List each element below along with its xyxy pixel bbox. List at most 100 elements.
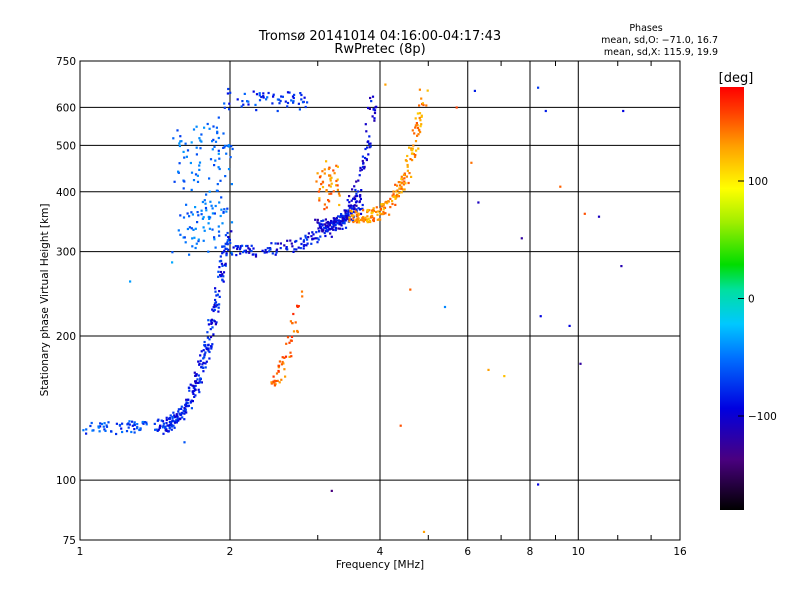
echo-point xyxy=(352,220,355,224)
echo-point xyxy=(191,213,194,216)
echo-point xyxy=(242,251,245,254)
echo-point xyxy=(319,223,323,226)
echo-point xyxy=(276,242,279,245)
echo-point xyxy=(328,200,331,203)
echo-point xyxy=(168,426,171,429)
echo-point xyxy=(131,420,134,423)
echo-point xyxy=(218,234,221,237)
echo-point xyxy=(235,254,238,257)
echo-point xyxy=(276,109,279,113)
echo-point xyxy=(320,220,323,223)
echo-point xyxy=(359,195,362,198)
echo-point xyxy=(274,380,277,383)
echo-point xyxy=(323,203,326,206)
echo-point xyxy=(197,214,200,217)
echo-point xyxy=(281,356,284,359)
echo-point xyxy=(355,213,358,217)
echo-point xyxy=(168,424,171,427)
echo-point xyxy=(317,190,320,193)
echo-point xyxy=(201,363,204,366)
echo-point xyxy=(327,220,330,224)
echo-point xyxy=(222,146,225,149)
echo-point xyxy=(173,180,176,183)
echo-point xyxy=(202,349,205,352)
echo-point xyxy=(223,102,226,105)
echo-point xyxy=(378,218,381,221)
echo-point xyxy=(217,275,220,278)
echo-point xyxy=(214,287,217,290)
echo-point xyxy=(396,184,399,187)
grid-layer xyxy=(80,61,680,540)
echo-point xyxy=(397,181,400,184)
echo-point xyxy=(188,253,191,256)
echo-point xyxy=(227,144,231,147)
echo-point xyxy=(400,177,403,181)
echo-point xyxy=(180,407,183,410)
echo-point xyxy=(211,228,214,231)
echo-point xyxy=(213,238,216,241)
echo-point xyxy=(207,250,210,253)
echo-point xyxy=(419,125,422,128)
echo-point xyxy=(129,280,132,283)
echo-point xyxy=(323,208,326,211)
echo-point xyxy=(354,188,357,192)
echo-point xyxy=(267,250,271,253)
echo-point xyxy=(356,215,359,218)
echo-point xyxy=(292,101,295,104)
echo-point xyxy=(328,224,331,227)
echo-point xyxy=(297,246,300,249)
echo-point xyxy=(305,244,308,247)
echo-point xyxy=(288,341,291,344)
echo-point xyxy=(348,206,351,209)
echo-point xyxy=(208,350,211,354)
echo-point xyxy=(281,360,284,364)
echo-point xyxy=(99,425,102,428)
echo-point xyxy=(326,224,329,227)
echo-point xyxy=(258,94,261,97)
echo-point xyxy=(120,427,123,430)
echo-point xyxy=(185,401,188,404)
echo-point xyxy=(221,245,224,248)
echo-point xyxy=(252,90,255,93)
echo-point xyxy=(229,156,232,159)
echo-point xyxy=(416,126,419,129)
echo-point xyxy=(217,310,220,313)
echo-point xyxy=(255,93,259,96)
echo-point xyxy=(197,238,200,241)
echo-point xyxy=(207,319,210,322)
echo-point xyxy=(139,427,142,430)
echo-point xyxy=(183,418,186,421)
echo-point xyxy=(401,181,404,184)
echo-point xyxy=(364,147,367,151)
echo-point xyxy=(329,179,332,182)
echo-point xyxy=(178,412,181,415)
echo-point xyxy=(367,217,370,220)
echo-point xyxy=(158,426,161,429)
echo-point xyxy=(203,126,206,129)
echo-point xyxy=(200,140,203,143)
echo-point xyxy=(195,146,198,149)
echo-point xyxy=(223,106,226,109)
echo-point xyxy=(406,165,409,168)
echo-point xyxy=(329,227,332,231)
echo-point xyxy=(400,187,403,190)
echo-point xyxy=(212,125,215,128)
echo-point xyxy=(372,217,375,220)
echo-point xyxy=(323,168,326,171)
echo-point xyxy=(358,200,361,203)
echo-point xyxy=(255,109,258,112)
echo-point xyxy=(203,229,206,232)
echo-point xyxy=(341,214,344,217)
echo-point xyxy=(396,189,399,192)
echo-point xyxy=(420,123,423,126)
echo-point xyxy=(277,370,280,373)
echo-point xyxy=(216,132,219,135)
echo-point xyxy=(361,159,364,163)
echo-point xyxy=(403,180,406,183)
echo-point xyxy=(133,431,136,434)
echo-point xyxy=(303,96,306,99)
echo-point xyxy=(373,117,376,120)
echo-point xyxy=(182,409,185,412)
colorbar-label: [deg] xyxy=(719,71,754,86)
echo-point xyxy=(330,182,333,185)
